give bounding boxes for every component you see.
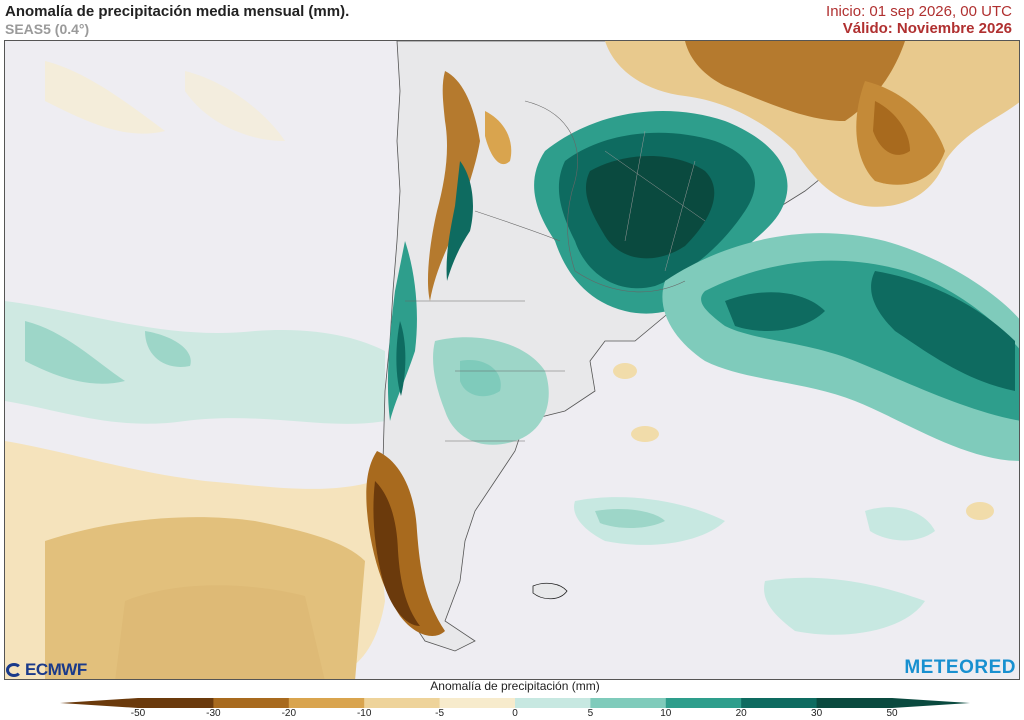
map-subtitle: SEAS5 (0.4°) — [5, 21, 90, 37]
colorbar-tick-label: 5 — [587, 708, 594, 719]
colorbar-tick-label: 30 — [811, 708, 823, 719]
header-right: Inicio: 01 sep 2026, 00 UTC Válido: Novi… — [826, 3, 1012, 37]
init-time: Inicio: 01 sep 2026, 00 UTC — [826, 3, 1012, 20]
header-left: Anomalía de precipitación media mensual … — [5, 3, 349, 37]
colorbar-tick-label: -50 — [130, 708, 146, 719]
colorbar-segment — [741, 698, 818, 708]
valid-period: Válido: Noviembre 2026 — [842, 20, 1012, 37]
colorbar-arrow-left — [60, 698, 138, 708]
colorbar-segment — [665, 698, 742, 708]
ecmwf-logo-text: ECMWF — [25, 660, 87, 679]
colorbar-segment — [364, 698, 441, 708]
colorbar-segment — [138, 698, 214, 708]
colorbar-tick-label: -30 — [206, 708, 221, 719]
map-title: Anomalía de precipitación media mensual … — [5, 3, 350, 20]
colorbar-tick-label: 0 — [512, 708, 518, 719]
precip-anomaly-map — [5, 41, 1019, 679]
colorbar-tick-label: 50 — [886, 708, 898, 719]
colorbar-ticks: -50 -30 -20 -10 -5 0 5 10 20 30 50 — [60, 708, 970, 720]
colorbar-arrow-right — [892, 698, 970, 708]
colorbar-segment — [439, 698, 516, 708]
colorbar-tick-label: 10 — [660, 708, 672, 719]
ecmwf-logo: ECMWF — [6, 660, 87, 680]
colorbar-strip — [60, 698, 970, 708]
colorbar-segment — [515, 698, 591, 708]
colorbar-segment — [590, 698, 667, 708]
colorbar-tick-label: -20 — [281, 708, 297, 719]
colorbar-tick-label: -5 — [435, 708, 445, 719]
colorbar-segment — [816, 698, 893, 708]
map-panel — [4, 40, 1020, 680]
colorbar-segment — [288, 698, 365, 708]
colorbar-tick-label: 20 — [735, 708, 747, 719]
colorbar-tick-label: -10 — [356, 708, 372, 719]
colorbar: Anomalía de precipitación (mm) -50 -30 -20… — [60, 679, 970, 720]
colorbar-title: Anomalía de precipitación (mm) — [430, 679, 600, 693]
ecmwf-mark-icon — [6, 663, 22, 677]
meteored-logo: METEORED — [904, 657, 1016, 678]
colorbar-segment — [213, 698, 290, 708]
